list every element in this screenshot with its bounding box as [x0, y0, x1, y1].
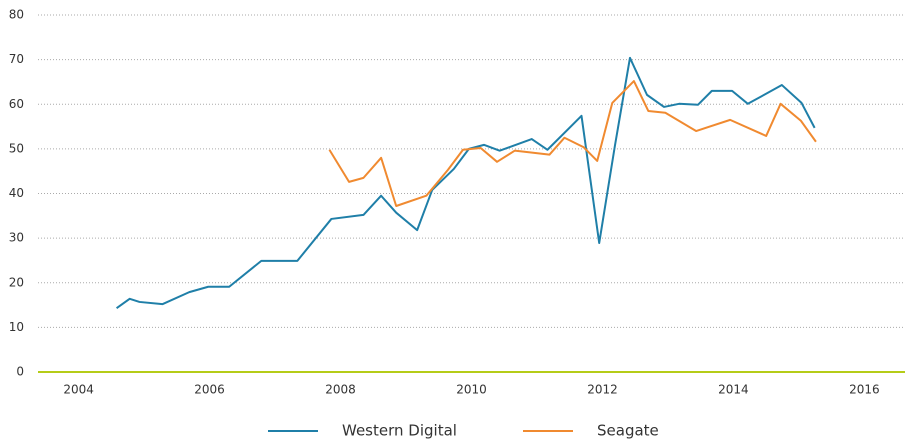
- y-tick-label: 60: [9, 97, 24, 111]
- y-tick-label: 80: [9, 8, 24, 22]
- y-tick-label: 20: [9, 275, 24, 289]
- y-tick-label: 0: [16, 365, 24, 379]
- x-tick-label: 2006: [194, 383, 225, 397]
- legend-label: Western Digital: [342, 422, 457, 440]
- x-tick-label: 2014: [718, 383, 749, 397]
- y-tick-label: 30: [9, 231, 24, 245]
- x-tick-label: 2016: [849, 383, 880, 397]
- line: [115, 56, 816, 309]
- y-tick-label: 70: [9, 52, 24, 66]
- y-tick-label: 10: [9, 320, 24, 334]
- legend-label: Seagate: [597, 422, 659, 440]
- y-tick-label: 50: [9, 141, 24, 155]
- x-tick-label: 2004: [63, 383, 94, 397]
- x-tick-label: 2010: [456, 383, 487, 397]
- y-tick-label: 40: [9, 186, 24, 200]
- x-tick-label: 2008: [325, 383, 356, 397]
- line: [328, 80, 817, 207]
- x-tick-label: 2012: [587, 383, 618, 397]
